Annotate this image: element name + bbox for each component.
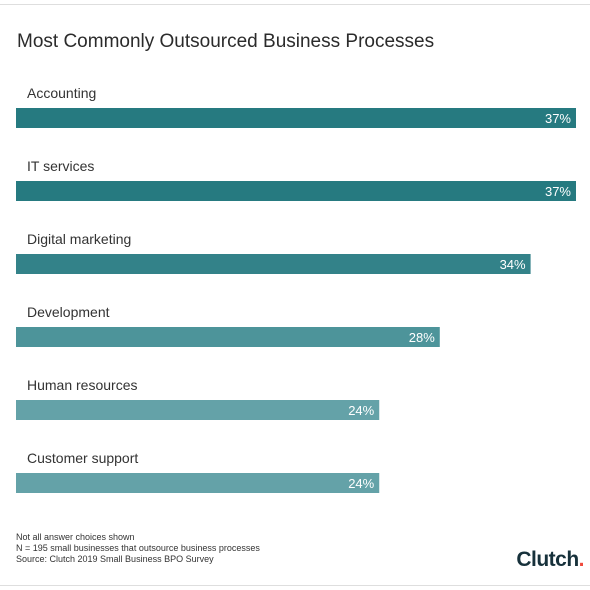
category-label: Customer support (27, 450, 138, 466)
category-label: Development (27, 304, 110, 320)
category-label: Human resources (27, 377, 138, 393)
bar (16, 108, 576, 128)
footnote-source: Source: Clutch 2019 Small Business BPO S… (16, 554, 214, 564)
bar (16, 400, 380, 420)
category-label: Digital marketing (27, 231, 131, 247)
bar-value-label: 34% (500, 257, 526, 272)
clutch-logo: Clutch. (516, 548, 584, 571)
chart-title: Most Commonly Outsourced Business Proces… (17, 31, 435, 52)
footnote-choices: Not all answer choices shown (16, 532, 135, 542)
category-label: Accounting (27, 85, 96, 101)
bar (16, 473, 380, 493)
bar (16, 181, 576, 201)
bar-value-label: 24% (348, 476, 374, 491)
bar-chart: Accounting 37% IT services 37% Digital marke… (16, 85, 576, 493)
bar-value-label: 37% (545, 184, 571, 199)
chart-footnotes: Not all answer choices shown N = 195 sma… (16, 532, 260, 565)
bar-value-label: 28% (409, 330, 435, 345)
bar-value-label: 37% (545, 111, 571, 126)
footnote-sample: N = 195 small businesses that outsource … (16, 543, 260, 553)
bar (16, 327, 440, 347)
bottom-divider (0, 585, 590, 586)
category-label: IT services (27, 158, 94, 174)
bar-value-label: 24% (348, 403, 374, 418)
bar (16, 254, 531, 274)
top-divider (0, 4, 590, 5)
